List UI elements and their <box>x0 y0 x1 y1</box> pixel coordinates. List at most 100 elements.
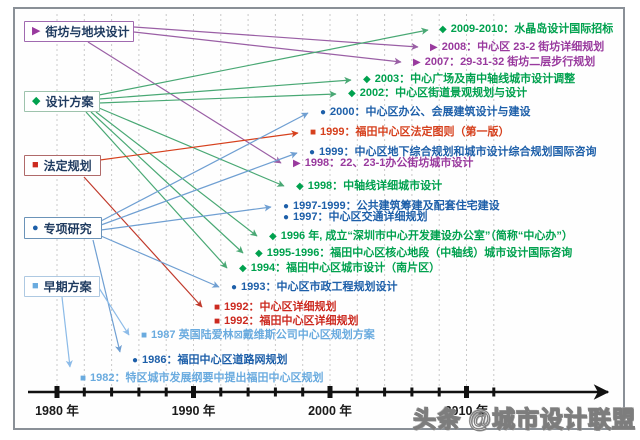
axis-minor-tick <box>437 387 441 397</box>
timeline-event: ◆ 1996 年, 成立“深圳市中心开发建设办公室”（简称“中心办”） <box>269 228 573 245</box>
timeline-event: ● 1997：中心区交通详细规划 <box>283 209 428 226</box>
axis-minor-tick <box>273 387 277 397</box>
timeline-event: ◆ 2002：中心区街道景观规划与设计 <box>348 85 527 102</box>
event-label: 1987 英国陆爱林⊠戴维斯公司中心区规划方案 <box>151 329 375 341</box>
event-label: 1999：福田中心区法定图则（第一版） <box>320 126 510 138</box>
category-box-early-scheme: ■ 早期方案 <box>24 276 100 297</box>
timeline-event: ▶ 1998：22、23-1办公街坊城市设计 <box>293 155 473 172</box>
axis-major-tick <box>54 386 60 398</box>
category-label: 设计方案 <box>45 95 94 109</box>
square-marker-icon: ■ <box>32 159 39 171</box>
event-label: 1999：中心区地下综合规划和城市设计综合规划国际咨询 <box>319 146 597 158</box>
event-marker-icon: ■ <box>141 330 148 341</box>
event-label: 1996 年, 成立“深圳市中心开发建设办公室”（简称“中心办”） <box>280 230 573 242</box>
timeline-event: ● 1993：中心区市政工程规划设计 <box>231 279 398 296</box>
axis-minor-tick <box>164 387 168 397</box>
arrow-special-study <box>100 151 298 226</box>
event-label: 1982：特区城市发展纲要中提出福田中心区规划 <box>90 372 324 384</box>
axis-year-label: 1990 年 <box>171 404 216 418</box>
square-marker-icon: ■ <box>32 280 39 292</box>
axis-minor-tick <box>492 387 496 397</box>
timeline-event: ● 1999：中心区地下综合规划和城市设计综合规划国际咨询 <box>309 144 597 161</box>
event-marker-icon: ◆ <box>348 88 356 99</box>
timeline-event: ◆ 1998：中轴线详细城市设计 <box>296 178 442 195</box>
event-marker-icon: ● <box>283 201 290 212</box>
event-marker-icon: ● <box>283 212 290 223</box>
arrow-design-scheme <box>85 111 228 269</box>
event-label: 1995-1996：福田中心区核心地段（中轴线）城市设计国际咨询 <box>266 247 573 259</box>
arrow-design-scheme <box>95 111 258 237</box>
event-label: 1997-1999：公共建筑筹建及配套住宅建设 <box>293 200 500 212</box>
arrow-special-study <box>100 235 220 288</box>
category-box-block-design: ▶ 街坊与地块设计 <box>24 21 134 42</box>
event-marker-icon: ◆ <box>255 248 263 259</box>
event-label: 2000：中心区办公、会展建筑设计与建设 <box>330 106 531 118</box>
timeline-event: ● 1997-1999：公共建筑筹建及配套住宅建设 <box>283 198 500 215</box>
diamond-marker-icon: ◆ <box>32 95 41 107</box>
arrow-early-scheme <box>98 287 130 336</box>
event-marker-icon: ◆ <box>269 231 277 242</box>
watermark: 头条 @城市设计联盟 <box>413 405 636 432</box>
arrow-special-study <box>100 112 309 222</box>
diagram-frame <box>13 7 625 430</box>
triangle-marker-icon: ▶ <box>32 25 41 37</box>
timeline-event: ■ 1992：福田中心区详细规划 <box>214 313 359 330</box>
axis-minor-tick <box>82 387 86 397</box>
arrow-early-scheme <box>61 296 73 368</box>
timeline-event: ◆ 1995-1996：福田中心区核心地段（中轴线）城市设计国际咨询 <box>255 245 572 262</box>
timeline-event: ● 2000：中心区办公、会展建筑设计与建设 <box>320 104 531 121</box>
event-label: 2003：中心广场及南中轴线城市设计调整 <box>374 73 576 85</box>
timeline-event: ◆ 2009-2010：水晶岛设计国际招标 <box>439 21 613 38</box>
event-label: 1986：福田中心区道路网规划 <box>142 354 288 366</box>
axis-minor-tick <box>110 387 114 397</box>
event-marker-icon: ◆ <box>296 181 304 192</box>
category-label: 早期方案 <box>43 280 92 294</box>
event-label: 1992：福田中心区详细规划 <box>224 315 359 327</box>
timeline-event: ◆ 1994：福田中心区城市设计（南片区） <box>239 260 440 277</box>
circle-marker-icon: ● <box>32 221 39 234</box>
timeline-event: ● 1986：福田中心区道路网规划 <box>132 352 288 369</box>
axis-minor-tick <box>383 387 387 397</box>
event-label: 2009-2010：水晶岛设计国际招标 <box>450 23 614 35</box>
event-marker-icon: ■ <box>214 316 221 327</box>
timeline-event: ■ 1982：特区城市发展纲要中提出福田中心区规划 <box>80 370 324 387</box>
event-label: 1993：中心区市政工程规划设计 <box>241 281 398 293</box>
timeline-event: ◆ 2003：中心广场及南中轴线城市设计调整 <box>363 71 575 88</box>
axis-major-tick <box>464 386 469 398</box>
arrow-special-study <box>100 204 272 231</box>
axis-minor-tick <box>355 387 359 397</box>
arrow-statutory-plan <box>99 130 299 161</box>
arrow-design-scheme <box>98 90 337 104</box>
event-label: 1992：中心区详细规划 <box>224 301 337 313</box>
category-label: 街坊与地块设计 <box>45 25 130 39</box>
category-box-special-study: ● 专项研究 <box>24 217 102 239</box>
event-marker-icon: ◆ <box>239 263 247 274</box>
event-label: 1994：福田中心区城市设计（南片区） <box>250 262 441 274</box>
category-label: 法定规划 <box>43 159 92 173</box>
axis-minor-tick <box>410 387 414 397</box>
axis-minor-tick <box>219 387 223 397</box>
event-marker-icon: ▶ <box>413 57 421 68</box>
axis-year-label: 2000 年 <box>308 404 352 418</box>
event-label: 1998：22、23-1办公街坊城市设计 <box>304 157 474 169</box>
event-label: 2008：中心区 23-2 街坊详细规划 <box>441 41 605 53</box>
event-marker-icon: ◆ <box>439 24 447 35</box>
category-box-design-scheme: ◆ 设计方案 <box>24 91 100 112</box>
axis-major-tick <box>327 386 333 398</box>
event-marker-icon: ◆ <box>363 74 371 85</box>
event-label: 2002：中心区街道景观规划与设计 <box>359 87 528 99</box>
arrow-design-scheme <box>98 27 429 96</box>
axis-year-label: 1980 年 <box>35 404 79 418</box>
axis-major-tick <box>191 386 196 398</box>
timeline-event: ■ 1987 英国陆爱林⊠戴维斯公司中心区规划方案 <box>141 327 375 344</box>
event-label: 1997：中心区交通详细规划 <box>293 211 428 223</box>
timeline-event: ■ 1992：中心区详细规划 <box>214 299 337 316</box>
arrow-block-design <box>133 31 402 65</box>
event-marker-icon: ▶ <box>293 158 301 169</box>
timeline-event: ▶ 2007：29-31-32 街坊二层步行规划 <box>413 54 595 71</box>
arrow-statutory-plan <box>83 176 203 308</box>
timeline-event: ▶ 2008：中心区 23-2 街坊详细规划 <box>430 39 604 56</box>
event-marker-icon: ● <box>320 107 327 118</box>
event-marker-icon: ● <box>231 282 238 293</box>
